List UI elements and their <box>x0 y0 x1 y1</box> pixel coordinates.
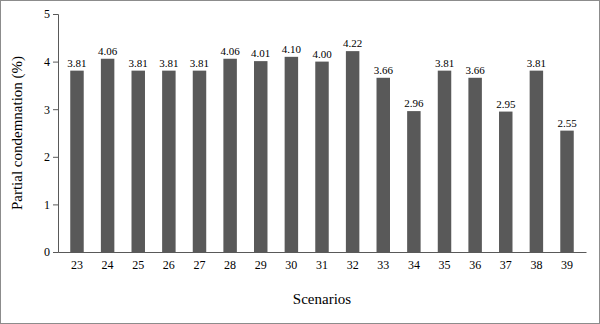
y-tick: 4 <box>44 55 58 69</box>
bar <box>530 71 543 252</box>
bar <box>407 111 420 252</box>
data-label: 3.81 <box>527 57 546 69</box>
bar <box>560 131 573 252</box>
y-tick-mark <box>53 62 58 63</box>
y-tick-mark <box>53 252 58 253</box>
y-tick: 2 <box>44 150 58 164</box>
y-tick: 5 <box>44 7 58 21</box>
data-label: 4.06 <box>98 45 118 57</box>
x-tick-label: 39 <box>561 258 573 272</box>
x-tick-label: 24 <box>102 258 114 272</box>
data-label: 3.66 <box>374 64 394 76</box>
x-tick-label: 37 <box>500 258 512 272</box>
y-tick: 0 <box>44 245 58 259</box>
y-tick-label: 1 <box>44 198 50 212</box>
x-axis-title: Scenarios <box>293 291 351 307</box>
x-axis-line <box>59 252 587 253</box>
x-tick: 33 <box>377 252 389 272</box>
bar <box>193 71 206 252</box>
plot: 3.81 4.06 3.81 3.81 3.81 4.06 4.01 4.10 4.00 4.22… <box>44 7 587 271</box>
x-tick-label: 31 <box>316 258 328 272</box>
bar <box>132 71 145 252</box>
data-labels: 3.81 4.06 3.81 3.81 3.81 4.06 4.01 4.10 4.00 4.22… <box>67 37 577 128</box>
bar <box>315 62 328 252</box>
y-tick-mark <box>53 14 58 15</box>
x-tick: 32 <box>347 252 359 272</box>
data-label: 3.81 <box>435 57 454 69</box>
x-tick: 23 <box>71 252 83 272</box>
x-tick-label: 29 <box>255 258 267 272</box>
data-label: 2.96 <box>404 97 424 109</box>
x-tick: 25 <box>132 252 144 272</box>
x-tick-label: 26 <box>163 258 175 272</box>
data-label: 4.01 <box>251 47 270 59</box>
bar <box>223 59 236 252</box>
bar <box>162 71 175 252</box>
y-axis: 0 1 2 3 4 5 <box>44 7 59 259</box>
data-label: 4.06 <box>220 45 240 57</box>
data-label: 3.81 <box>190 57 209 69</box>
x-tick-label: 23 <box>71 258 83 272</box>
y-axis-title: Partial condemnation (%) <box>9 56 26 210</box>
bars <box>70 51 573 252</box>
x-tick-label: 32 <box>347 258 359 272</box>
y-tick-mark <box>53 204 58 205</box>
x-tick-label: 33 <box>377 258 389 272</box>
data-label: 3.66 <box>466 64 486 76</box>
x-tick: 36 <box>469 252 481 272</box>
x-tick: 37 <box>500 252 512 272</box>
data-label: 3.81 <box>129 57 148 69</box>
bar <box>438 71 451 252</box>
y-tick-label: 4 <box>44 55 50 69</box>
bar <box>377 78 390 252</box>
y-tick-label: 3 <box>44 103 50 117</box>
y-tick-label: 2 <box>44 150 50 164</box>
x-tick-label: 27 <box>193 258 205 272</box>
data-label: 4.22 <box>343 37 362 49</box>
x-axis: 23 24 25 26 27 28 29 30 31 32 33 34 35 36 37 38 39 <box>59 252 587 272</box>
x-tick: 29 <box>255 252 267 272</box>
x-tick: 26 <box>163 252 175 272</box>
x-tick-label: 35 <box>439 258 451 272</box>
x-tick-label: 34 <box>408 258 420 272</box>
x-tick: 34 <box>408 252 420 272</box>
y-tick: 3 <box>44 103 58 117</box>
x-tick: 39 <box>561 252 573 272</box>
y-tick-label: 5 <box>44 7 50 21</box>
y-tick-mark <box>53 109 58 110</box>
x-tick-label: 36 <box>469 258 481 272</box>
data-label: 2.95 <box>496 98 516 110</box>
y-tick-label: 0 <box>44 245 50 259</box>
bar <box>499 112 512 252</box>
bar <box>101 59 114 252</box>
data-label: 4.00 <box>312 48 332 60</box>
bar <box>468 78 481 252</box>
x-tick: 27 <box>193 252 205 272</box>
x-tick-label: 28 <box>224 258 236 272</box>
y-tick-mark <box>53 157 58 158</box>
x-tick: 30 <box>285 252 297 272</box>
y-axis-line <box>53 15 59 253</box>
data-label: 3.81 <box>67 57 86 69</box>
chart: 3.81 4.06 3.81 3.81 3.81 4.06 4.01 4.10 4.00 4.22… <box>0 0 600 324</box>
frame <box>1 1 600 324</box>
data-label: 2.55 <box>557 117 577 129</box>
x-tick: 31 <box>316 252 328 272</box>
x-tick-label: 30 <box>285 258 297 272</box>
data-label: 3.81 <box>159 57 178 69</box>
x-tick: 38 <box>530 252 542 272</box>
bar <box>254 61 267 252</box>
x-tick: 28 <box>224 252 236 272</box>
bar <box>346 51 359 252</box>
x-tick-label: 25 <box>132 258 144 272</box>
bar <box>285 57 298 252</box>
x-tick: 24 <box>102 252 114 272</box>
x-tick: 35 <box>439 252 451 272</box>
data-label: 4.10 <box>282 43 302 55</box>
y-tick: 1 <box>44 198 58 212</box>
bar <box>70 71 83 252</box>
x-tick-label: 38 <box>530 258 542 272</box>
